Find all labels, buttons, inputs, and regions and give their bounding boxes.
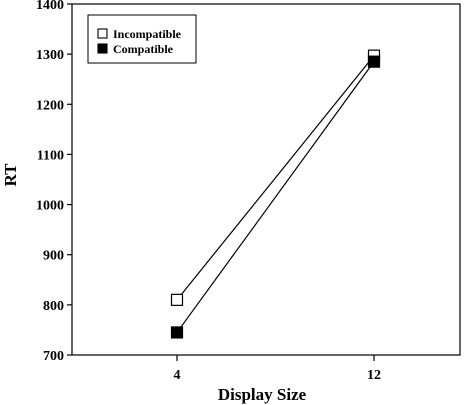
y-tick-label: 800: [43, 299, 64, 314]
legend-label: Incompatible: [113, 27, 182, 41]
y-tick-label: 700: [43, 349, 64, 364]
x-tick-label: 12: [367, 368, 381, 383]
y-tick-label: 1300: [36, 48, 64, 63]
series-line-incompatible: [176, 55, 375, 301]
y-tick-label: 1100: [37, 148, 64, 163]
legend-label: Compatible: [113, 42, 174, 56]
series-line-compatible: [176, 61, 375, 333]
y-tick-label: 1000: [36, 199, 64, 214]
data-point-compatible: [367, 55, 381, 68]
data-point-compatible: [170, 326, 184, 339]
y-tick-label: 1200: [36, 98, 64, 113]
y-axis: 700 800 900 1000 1100 1200 1300 1400: [36, 0, 72, 364]
x-tick-label: 4: [174, 368, 181, 383]
plot-border: [71, 3, 461, 356]
legend-box: [87, 14, 197, 64]
plot-frame: [71, 3, 461, 356]
series-layer: [170, 49, 381, 339]
y-tick-label: 1400: [36, 0, 64, 13]
legend-marker: [97, 43, 108, 54]
y-tick-label: 900: [43, 249, 64, 264]
y-axis-title: RT: [1, 163, 20, 187]
x-axis-title: Display Size: [218, 385, 307, 404]
x-axis: 4 12: [174, 355, 381, 383]
legend-marker: [97, 28, 108, 39]
data-point-incompatible: [170, 293, 184, 306]
